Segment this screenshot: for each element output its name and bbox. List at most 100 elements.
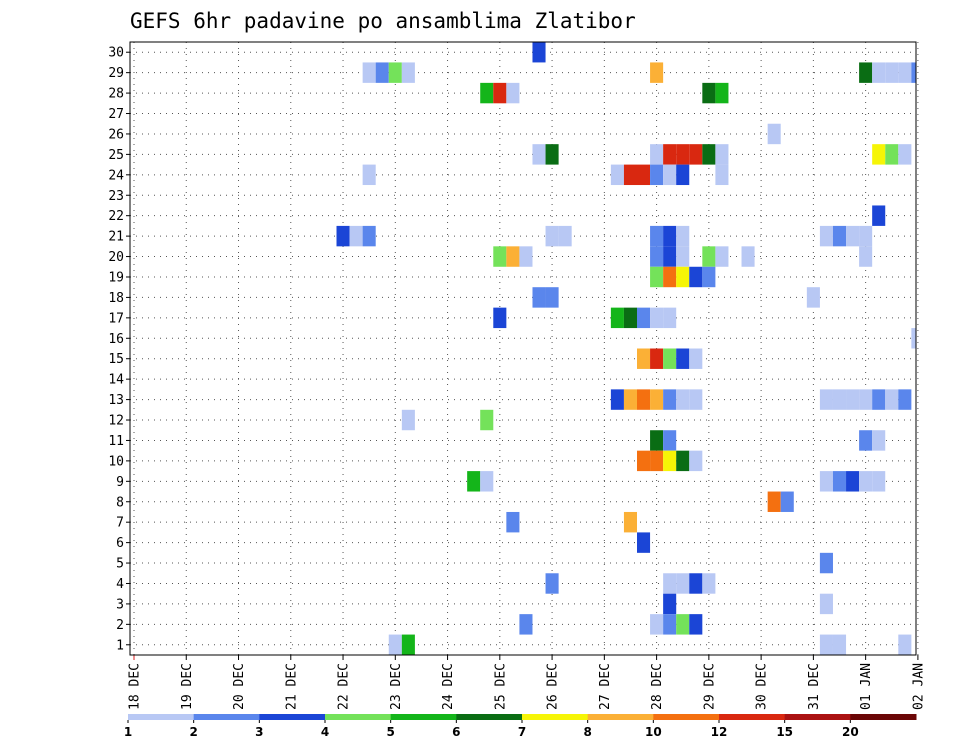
y-tick-label: 27	[108, 107, 124, 122]
heatmap-cell	[689, 614, 703, 635]
heatmap-cell	[689, 573, 703, 594]
heatmap-cell	[362, 62, 376, 83]
heatmap-cell	[388, 634, 402, 655]
y-tick-label: 6	[116, 536, 124, 551]
heatmap-cell	[545, 225, 559, 247]
heatmap-cell	[676, 389, 690, 410]
heatmap-cell	[819, 225, 833, 247]
heatmap-cell	[623, 511, 638, 533]
heatmap-cell	[532, 287, 546, 308]
y-tick-label: 11	[108, 434, 124, 449]
heatmap-cell	[532, 144, 546, 165]
colorbar-label: 12	[711, 725, 728, 739]
heatmap-cell	[741, 246, 755, 267]
heatmap-cell	[859, 389, 873, 410]
heatmap-cell	[715, 144, 729, 165]
x-tick-label: 24 DEC	[441, 663, 456, 710]
heatmap-cell	[676, 225, 690, 247]
y-tick-label: 29	[108, 66, 124, 81]
heatmap-cell	[859, 430, 873, 451]
heatmap-cell	[819, 552, 833, 574]
heatmap-cell	[493, 307, 507, 329]
heatmap-cell	[663, 144, 677, 165]
heatmap-cell	[623, 307, 638, 329]
heatmap-cell	[650, 164, 664, 186]
heatmap-cell	[898, 389, 912, 410]
heatmap-cell	[676, 450, 690, 472]
chart-title: GEFS 6hr padavine po ansamblima Zlatibor	[130, 9, 636, 33]
heatmap-cell	[885, 389, 899, 410]
heatmap-cell	[362, 164, 376, 186]
heatmap-cell	[676, 144, 690, 165]
y-tick-label: 26	[108, 127, 124, 142]
colorbar-label: 1	[124, 725, 132, 739]
colorbar-label: 10	[645, 725, 662, 739]
y-tick-label: 16	[108, 332, 124, 347]
heatmap-cell	[663, 614, 677, 635]
heatmap-cell	[819, 389, 833, 410]
heatmap-cell	[663, 307, 677, 329]
colorbar-label: 15	[776, 725, 793, 739]
heatmap-cell	[637, 307, 651, 329]
heatmap-cell	[676, 348, 690, 369]
plot-frame	[129, 41, 917, 656]
x-tick-label: 26 DEC	[546, 663, 561, 710]
y-tick-label: 1	[116, 638, 124, 653]
heatmap-cell	[545, 287, 559, 308]
heatmap-cell	[637, 532, 651, 553]
colorbar-swatch	[784, 714, 851, 720]
heatmap-cell	[349, 225, 363, 247]
y-tick-label: 18	[108, 291, 124, 306]
colorbar-label: 2	[189, 725, 197, 739]
heatmap-cell	[885, 144, 899, 165]
y-tick-label: 21	[108, 230, 124, 245]
heatmap-cell	[663, 450, 677, 472]
heatmap-cell	[846, 471, 860, 492]
heatmap-cell	[767, 491, 781, 512]
heatmap-cell	[898, 144, 912, 165]
heatmap-cell	[663, 430, 677, 451]
heatmap-cell	[637, 164, 651, 186]
heatmap-cell	[663, 573, 677, 594]
colorbar-swatch	[128, 714, 195, 720]
heatmap-cell	[401, 62, 415, 83]
heatmap-cell	[545, 144, 559, 165]
plot-frame-top	[129, 41, 917, 656]
heatmap-cell	[650, 266, 664, 288]
heatmap-cell	[650, 62, 664, 83]
y-tick-label: 17	[108, 311, 124, 326]
heatmap-cell	[663, 266, 677, 288]
heatmap-cell	[663, 225, 677, 247]
heatmap-cell	[819, 634, 833, 655]
y-tick-label: 25	[108, 148, 124, 163]
colorbar-label: 5	[386, 725, 394, 739]
heatmap-cell	[610, 389, 624, 410]
colorbar-swatch	[390, 714, 457, 720]
y-tick-label: 5	[116, 557, 124, 572]
heatmap-cell	[610, 164, 624, 186]
heatmap-cell	[898, 62, 912, 83]
heatmap-cell	[362, 225, 376, 247]
colorbar-label: 4	[321, 725, 329, 739]
heatmap-cell	[519, 614, 533, 635]
heatmap-cell	[623, 164, 638, 186]
colorbar-label: 3	[255, 725, 263, 739]
heatmap-cell	[676, 573, 690, 594]
heatmap-cell	[846, 389, 860, 410]
heatmap-cell	[493, 246, 507, 267]
heatmap-cell	[859, 225, 873, 247]
heatmap-cell	[467, 471, 481, 492]
heatmap-cell	[650, 144, 664, 165]
y-tick-label: 15	[108, 352, 124, 367]
heatmap-cell	[872, 144, 886, 165]
colorbar-swatch	[850, 714, 917, 720]
heatmap-cell	[715, 246, 729, 267]
heatmap-cell	[832, 471, 847, 492]
y-tick-label: 4	[116, 577, 124, 592]
heatmap-cell	[650, 246, 664, 267]
heatmap-cell	[375, 62, 389, 83]
heatmap-cell	[650, 450, 664, 472]
y-tick-label: 30	[108, 46, 124, 61]
heatmap-cell	[872, 389, 886, 410]
